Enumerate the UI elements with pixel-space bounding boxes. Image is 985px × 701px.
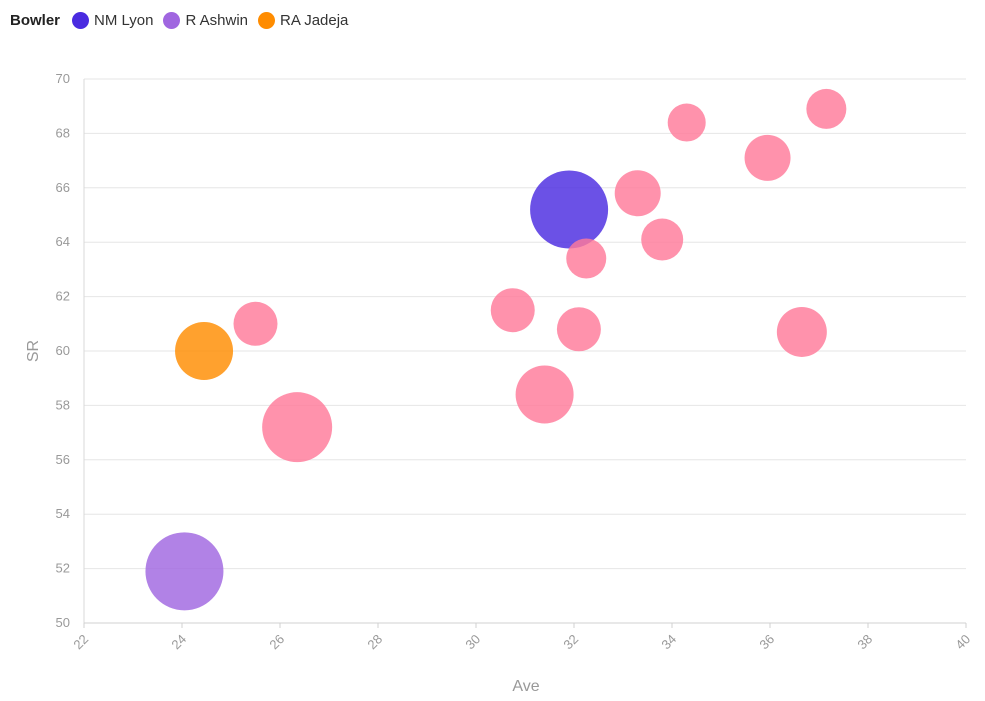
legend-swatch-icon xyxy=(163,12,181,29)
y-tick-label: 58 xyxy=(56,397,70,412)
x-tick-label: 38 xyxy=(854,631,875,652)
legend-item-r-ashwin[interactable]: R Ashwin xyxy=(163,12,248,29)
y-tick-label: 54 xyxy=(56,506,70,521)
legend-item-nm-lyon[interactable]: NM Lyon xyxy=(72,12,153,29)
bubble-point[interactable] xyxy=(641,218,684,261)
x-tick-label: 28 xyxy=(364,631,385,652)
legend-label: NM Lyon xyxy=(94,12,154,29)
x-axis-ticks: 22 24 26 28 30 32 34 36 38 40 xyxy=(70,623,973,652)
bubble-point[interactable] xyxy=(175,322,234,380)
y-tick-label: 70 xyxy=(56,71,70,86)
x-tick-label: 32 xyxy=(560,631,581,652)
bubble-point[interactable] xyxy=(614,170,661,217)
x-tick-label: 30 xyxy=(462,631,483,652)
bubble-point[interactable] xyxy=(145,532,224,611)
legend-label: R Ashwin xyxy=(185,12,249,29)
x-tick-label: 40 xyxy=(952,631,973,652)
y-axis-ticks: 50 52 54 56 58 60 62 64 66 68 70 xyxy=(56,71,70,630)
y-tick-label: 68 xyxy=(56,125,70,140)
legend-swatch-icon xyxy=(258,12,276,29)
bubble-point[interactable] xyxy=(806,88,847,129)
bubble-point[interactable] xyxy=(667,103,706,142)
legend: Bowler NM Lyon R Ashwin RA Jadeja xyxy=(10,12,348,29)
y-tick-label: 62 xyxy=(56,289,70,304)
x-tick-label: 36 xyxy=(756,631,777,652)
y-tick-label: 66 xyxy=(56,180,70,195)
bubble-point[interactable] xyxy=(744,134,791,181)
bubble-point[interactable] xyxy=(233,301,278,346)
x-tick-label: 26 xyxy=(266,631,287,652)
y-tick-label: 50 xyxy=(56,615,70,630)
bubble-point[interactable] xyxy=(262,392,333,463)
y-tick-label: 56 xyxy=(56,452,70,467)
legend-item-ra-jadeja[interactable]: RA Jadeja xyxy=(258,12,348,29)
y-tick-label: 60 xyxy=(56,343,70,358)
bubble-point[interactable] xyxy=(490,288,535,333)
y-tick-label: 52 xyxy=(56,561,70,576)
x-tick-label: 22 xyxy=(70,631,91,652)
x-tick-label: 24 xyxy=(168,631,189,652)
data-points xyxy=(145,88,847,611)
x-tick-label: 34 xyxy=(658,631,679,652)
bubble-point[interactable] xyxy=(776,306,827,357)
bubble-point[interactable] xyxy=(556,307,601,352)
legend-swatch-icon xyxy=(72,12,90,29)
x-axis-title: Ave xyxy=(512,678,539,695)
legend-label: RA Jadeja xyxy=(280,12,349,29)
y-tick-label: 64 xyxy=(56,234,70,249)
legend-title: Bowler xyxy=(10,12,61,29)
bubble-point[interactable] xyxy=(515,365,574,424)
grid-lines xyxy=(83,78,966,624)
bubble-point[interactable] xyxy=(566,238,607,279)
bubble-point[interactable] xyxy=(530,170,609,249)
y-axis-title: SR xyxy=(25,340,42,362)
